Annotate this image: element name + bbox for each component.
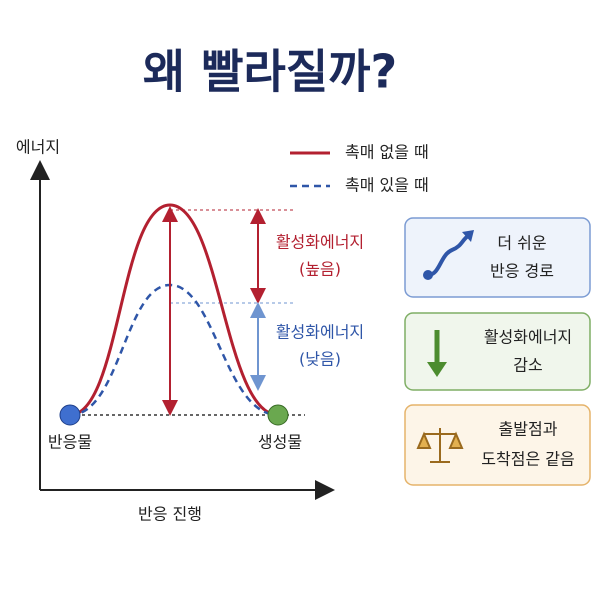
annotation: 활성화에너지 <box>276 323 364 342</box>
card-icon <box>423 270 433 280</box>
annotation: (낮음) <box>299 350 341 369</box>
annotation: (높음) <box>299 260 341 279</box>
card-icon <box>462 230 474 242</box>
card-text: 도착점은 같음 <box>481 450 574 469</box>
uncatalyzed-curve <box>69 203 279 417</box>
x-axis-label: 반응 진행 <box>138 505 202 524</box>
title: 왜 빨라질까? <box>143 45 397 99</box>
legend-label: 촉매 있을 때 <box>345 176 429 195</box>
legend-label: 촉매 없을 때 <box>345 143 429 162</box>
card-text: 감소 <box>513 356 542 375</box>
point-label: 생성물 <box>258 433 302 452</box>
card-text: 출발점과 <box>499 420 558 439</box>
card-text: 반응 경로 <box>490 262 554 281</box>
point-label: 반응물 <box>48 433 92 452</box>
annotation: 활성화에너지 <box>276 233 364 252</box>
reactant-point <box>59 404 81 426</box>
card-text: 더 쉬운 <box>497 234 546 253</box>
card <box>404 217 591 298</box>
catalyzed-curve <box>69 283 279 417</box>
card-icon <box>416 428 464 463</box>
product-point <box>267 404 289 426</box>
y-axis-label: 에너지 <box>16 138 60 157</box>
card-icon <box>427 234 470 277</box>
card <box>404 404 591 486</box>
card-icon <box>427 362 447 377</box>
card <box>404 312 591 391</box>
card-text: 활성화에너지 <box>484 328 572 347</box>
